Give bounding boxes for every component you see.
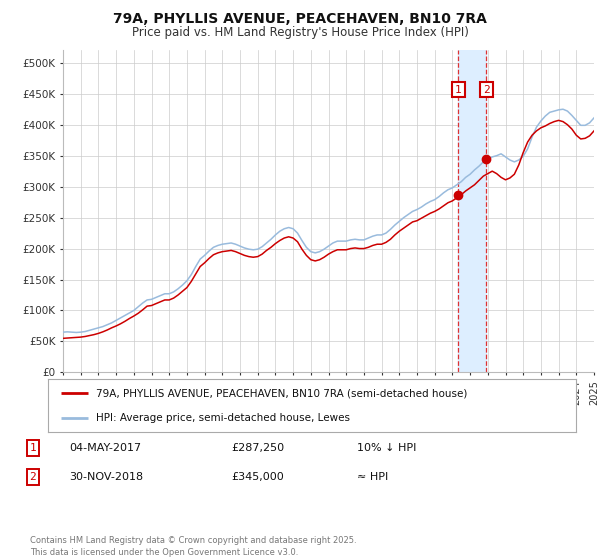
Text: 10% ↓ HPI: 10% ↓ HPI bbox=[357, 443, 416, 453]
Text: Price paid vs. HM Land Registry's House Price Index (HPI): Price paid vs. HM Land Registry's House … bbox=[131, 26, 469, 39]
Text: 2: 2 bbox=[483, 85, 490, 95]
Text: 1: 1 bbox=[29, 443, 37, 453]
Text: 79A, PHYLLIS AVENUE, PEACEHAVEN, BN10 7RA: 79A, PHYLLIS AVENUE, PEACEHAVEN, BN10 7R… bbox=[113, 12, 487, 26]
Text: 2: 2 bbox=[29, 472, 37, 482]
Text: £345,000: £345,000 bbox=[231, 472, 284, 482]
Bar bbox=[458, 50, 487, 372]
Text: 30-NOV-2018: 30-NOV-2018 bbox=[69, 472, 143, 482]
Text: 1: 1 bbox=[455, 85, 462, 95]
Text: £287,250: £287,250 bbox=[231, 443, 284, 453]
Text: ≈ HPI: ≈ HPI bbox=[357, 472, 388, 482]
Text: Contains HM Land Registry data © Crown copyright and database right 2025.
This d: Contains HM Land Registry data © Crown c… bbox=[30, 536, 356, 557]
Text: 04-MAY-2017: 04-MAY-2017 bbox=[69, 443, 141, 453]
Text: 79A, PHYLLIS AVENUE, PEACEHAVEN, BN10 7RA (semi-detached house): 79A, PHYLLIS AVENUE, PEACEHAVEN, BN10 7R… bbox=[95, 389, 467, 399]
Text: HPI: Average price, semi-detached house, Lewes: HPI: Average price, semi-detached house,… bbox=[95, 413, 350, 423]
